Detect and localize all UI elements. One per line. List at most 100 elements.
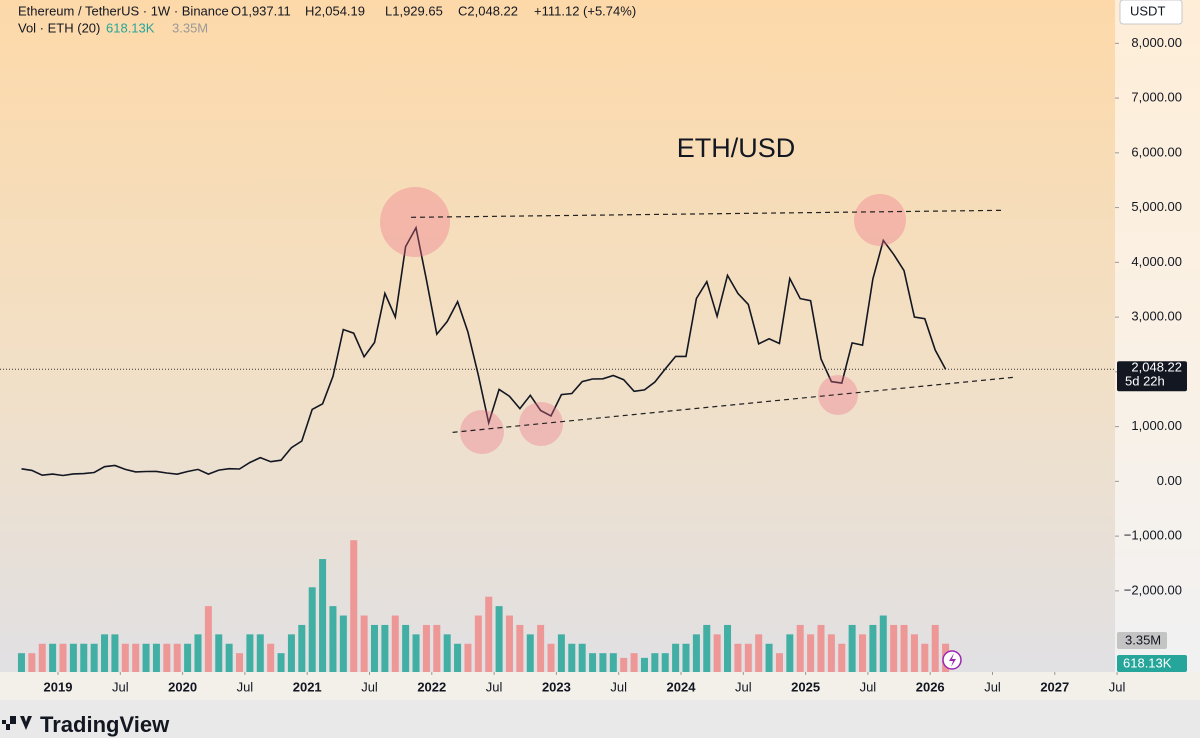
volume-bar (142, 643, 150, 672)
volume-bar (755, 634, 763, 672)
volume-bar (796, 624, 804, 672)
time-axis-panel (0, 672, 1200, 700)
volume-bar (319, 559, 327, 672)
volume-bar (132, 643, 140, 672)
price-line (21, 225, 947, 477)
x-tick-label: 2023 (542, 679, 571, 694)
last-price-label: 2,048.22 (1131, 360, 1182, 375)
volume-bar (547, 643, 555, 672)
volume-bar (703, 624, 711, 672)
volume-bar (838, 643, 846, 672)
y-tick-label: 0.00 (1157, 473, 1182, 488)
volume-bar (121, 643, 129, 672)
volume-ma-label: 3.35M (1125, 632, 1161, 647)
volume-bar (215, 634, 223, 672)
volume-last-bg (1117, 655, 1187, 672)
volume-bar (589, 653, 597, 672)
y-tick-label: −2,000.00 (1124, 582, 1182, 597)
volume-bar (339, 615, 347, 672)
volume-bar (402, 624, 410, 672)
y-tick-label: 8,000.00 (1131, 35, 1182, 50)
volume-bar (360, 615, 368, 672)
volume-bar (49, 643, 57, 672)
volume-bar (111, 634, 119, 672)
y-tick-label: 6,000.00 (1131, 144, 1182, 159)
volume-bar (807, 634, 815, 672)
alert-icon-bolt (949, 653, 956, 667)
volume-last: 618.13K (106, 20, 155, 35)
footer (0, 700, 1200, 738)
volume-bar (17, 653, 25, 672)
x-tick-label: Jul (984, 679, 1001, 694)
y-tick-label: 3,000.00 (1131, 309, 1182, 324)
volume-bar (817, 624, 825, 672)
volume-bar (184, 643, 192, 672)
volume-bar (609, 653, 617, 672)
volume-bar (59, 643, 67, 672)
volume-bar (308, 587, 316, 672)
currency: USDT (1130, 3, 1165, 18)
volume-bar (599, 653, 607, 672)
volume-bar (28, 653, 36, 672)
x-tick-label: Jul (112, 679, 129, 694)
volume-bar (454, 643, 462, 672)
volume-bar (505, 615, 513, 672)
x-tick-label: 2026 (916, 679, 945, 694)
x-tick-label: 2020 (168, 679, 197, 694)
x-tick-label: 2022 (417, 679, 446, 694)
volume-bar (443, 634, 451, 672)
x-tick-label: Jul (735, 679, 752, 694)
annotations (380, 187, 906, 454)
countdown: 5d 22h (1125, 374, 1165, 389)
volume-bar (225, 643, 233, 672)
low: L1,929.65 (385, 3, 443, 18)
highlight-circle (854, 194, 906, 246)
volume-bar (890, 624, 898, 672)
volume-bar (786, 634, 794, 672)
highlight-circle (460, 410, 504, 454)
volume-bar (267, 643, 275, 672)
x-tick-label: Jul (486, 679, 503, 694)
overlay (0, 209, 1115, 433)
volume-bar (350, 540, 358, 672)
volume-bar (173, 643, 181, 672)
volume-bar (537, 624, 545, 672)
x-tick-label: Jul (1109, 679, 1126, 694)
volume-bar (630, 653, 638, 672)
volume-bar (163, 643, 171, 672)
volume-bar (474, 615, 482, 672)
volume-bar (910, 634, 918, 672)
open: O1,937.11 (231, 3, 291, 18)
volume-bar (620, 657, 628, 672)
volume-bar (391, 615, 399, 672)
volume-bar (661, 653, 669, 672)
time-axis: 2019 Jul 2020 Jul 2021 Jul 2022 Jul 2023 Jul 2024 J… (44, 672, 1126, 694)
volume-bar (194, 634, 202, 672)
volume-bar (765, 643, 773, 672)
volume-bar (578, 643, 586, 672)
volume-bar (256, 634, 264, 672)
chart-annotation-title: ETH/USD (677, 133, 796, 163)
brand: TradingView (40, 712, 170, 737)
brand-logo (2, 716, 32, 730)
volume-bar (734, 643, 742, 672)
volume-last-label: 618.13K (1123, 655, 1172, 670)
volume-bar (412, 634, 420, 672)
volume-bar (672, 643, 680, 672)
volume-bar (277, 653, 285, 672)
background (0, 0, 1200, 700)
volume-bar (69, 643, 77, 672)
symbol: Ethereum / TetherUS · 1W · Binance (18, 3, 229, 18)
volume-bar (485, 596, 493, 672)
volume-ma-bg (1117, 632, 1167, 649)
last-price-bg (1117, 361, 1187, 392)
volume-bar (204, 606, 212, 672)
volume-bar (879, 615, 887, 672)
volume-bar (827, 634, 835, 672)
volume-bar (921, 643, 929, 672)
volume-bar (246, 634, 254, 672)
x-tick-label: 2025 (791, 679, 820, 694)
close: C2,048.22 (458, 3, 518, 18)
volume-bar (557, 634, 565, 672)
